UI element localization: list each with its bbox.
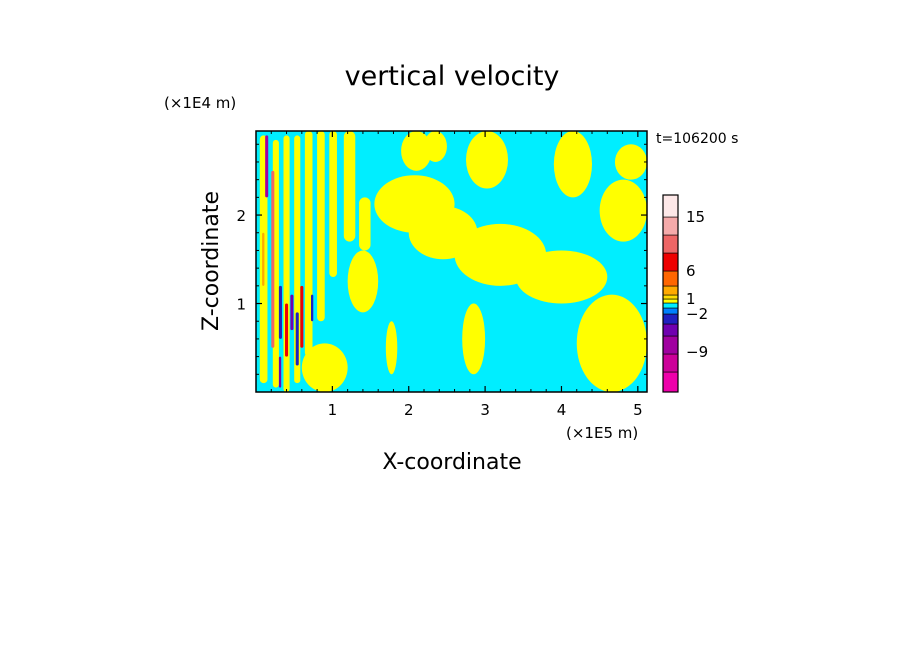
colorbar-segment — [662, 302, 679, 309]
y-tick-label: 2 — [236, 207, 246, 225]
colorbar-label: 15 — [686, 208, 705, 226]
contour-region-blob — [614, 144, 647, 180]
contour-region-blob — [347, 250, 379, 313]
x-axis-label: X-coordinate — [382, 450, 521, 475]
x-unit-label: (×1E5 m) — [566, 424, 638, 442]
colorbar-label: −2 — [686, 305, 708, 323]
colorbar-label: 1 — [686, 290, 696, 308]
colorbar-segment — [662, 371, 679, 393]
contour-region-streak — [300, 285, 304, 348]
chart-title: vertical velocity — [345, 61, 560, 92]
colorbar-segment — [662, 294, 679, 300]
x-tick-label: 2 — [404, 401, 414, 419]
colorbar-segment — [662, 323, 679, 337]
colorbar-label: −9 — [686, 343, 708, 361]
contour-region-streak — [265, 135, 269, 198]
contour-region-streak — [310, 294, 314, 322]
contour-region-band — [317, 131, 325, 322]
contour-region-streak — [278, 356, 282, 388]
contour-region-blob — [424, 131, 447, 162]
contour-region-blob — [576, 294, 647, 392]
contour-region-band — [359, 197, 371, 251]
contour-region-blob — [462, 303, 486, 375]
colorbar-segment — [662, 252, 679, 272]
contour-region-streak — [262, 232, 265, 286]
contour-region-blob — [301, 343, 348, 392]
colorbar-segment — [662, 216, 679, 236]
x-tick-label: 5 — [633, 401, 643, 419]
contour-region-streak — [271, 170, 275, 348]
colorbar-segment — [662, 353, 679, 373]
x-tick-label: 4 — [557, 401, 567, 419]
contour-region-blob — [385, 321, 398, 375]
colorbar: −9 −21 6 15 — [662, 194, 708, 393]
x-tick-label: 1 — [328, 401, 338, 419]
contour-region-blob — [401, 131, 432, 171]
colorbar-segment — [662, 285, 679, 296]
contour-region-streak — [290, 294, 294, 331]
x-tick-label: 3 — [480, 401, 490, 419]
y-unit-label: (×1E4 m) — [164, 94, 236, 112]
y-tick-label: 1 — [236, 296, 246, 314]
colorbar-segment — [662, 270, 679, 287]
contour-regions — [259, 131, 647, 392]
contour-region-streak — [285, 303, 289, 357]
contour-region-band — [343, 131, 356, 242]
contour-region-streak — [278, 285, 282, 339]
colorbar-segment — [662, 298, 679, 304]
time-label: t=106200 s — [656, 131, 738, 147]
colorbar-segment — [662, 194, 679, 218]
contour-region-band — [304, 131, 313, 357]
colorbar-segment — [662, 234, 679, 254]
contour-region-blob — [553, 131, 593, 198]
colorbar-segment — [662, 313, 679, 325]
contour-region-blob — [515, 250, 608, 304]
contour-region-blob — [466, 131, 509, 189]
x-axis: 1 2 3 4 5 — [270, 131, 643, 419]
colorbar-frame — [662, 194, 679, 393]
contour-region-band — [329, 131, 337, 277]
colorbar-segment — [662, 307, 679, 315]
y-axis-label: Z-coordinate — [199, 191, 224, 331]
colorbar-segment — [662, 335, 679, 355]
colorbar-label: 6 — [686, 262, 696, 280]
contour-region-blob — [599, 179, 647, 242]
plot-frame — [255, 130, 648, 393]
y-axis: 12 — [236, 143, 647, 375]
contour-region-streak — [295, 312, 299, 366]
